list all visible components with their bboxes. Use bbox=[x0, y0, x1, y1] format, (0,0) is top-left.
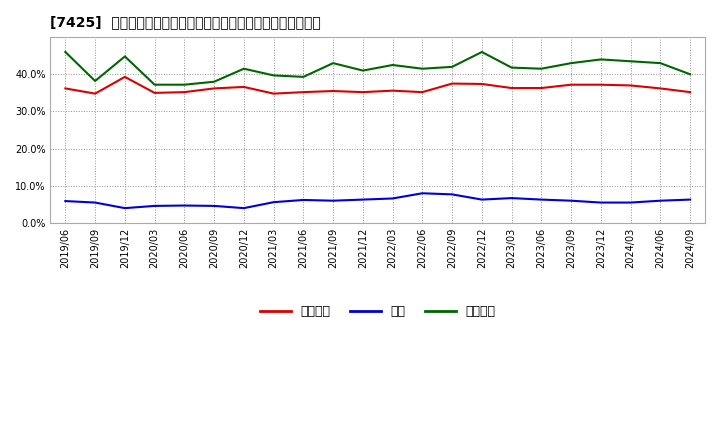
買入債務 bbox=[567, 60, 575, 66]
在庫 bbox=[626, 200, 635, 205]
売上債権 bbox=[597, 82, 606, 88]
買入債務 bbox=[61, 49, 70, 55]
Line: 買入債務: 買入債務 bbox=[66, 52, 690, 85]
買入債務 bbox=[626, 59, 635, 64]
買入債務 bbox=[388, 62, 397, 68]
買入債務 bbox=[210, 79, 218, 84]
在庫 bbox=[537, 197, 546, 202]
在庫 bbox=[686, 197, 695, 202]
買入債務 bbox=[448, 64, 456, 70]
買入債務 bbox=[240, 66, 248, 71]
売上債権 bbox=[329, 88, 338, 94]
売上債権 bbox=[626, 83, 635, 88]
売上債権 bbox=[91, 91, 99, 96]
売上債権 bbox=[210, 86, 218, 91]
売上債権 bbox=[180, 89, 189, 95]
売上債権 bbox=[656, 86, 665, 91]
売上債権 bbox=[567, 82, 575, 88]
売上債権 bbox=[448, 81, 456, 86]
在庫 bbox=[210, 203, 218, 209]
買入債務 bbox=[299, 74, 307, 80]
売上債権 bbox=[150, 90, 159, 95]
在庫 bbox=[91, 200, 99, 205]
買入債務 bbox=[418, 66, 427, 71]
売上債権 bbox=[120, 74, 129, 80]
在庫 bbox=[477, 197, 486, 202]
売上債権 bbox=[359, 89, 367, 95]
売上債権 bbox=[508, 85, 516, 91]
在庫 bbox=[597, 200, 606, 205]
在庫 bbox=[508, 195, 516, 201]
買入債務 bbox=[120, 54, 129, 59]
売上債権 bbox=[686, 89, 695, 95]
在庫 bbox=[388, 196, 397, 201]
売上債権 bbox=[299, 89, 307, 95]
売上債権 bbox=[537, 85, 546, 91]
買入債務 bbox=[329, 60, 338, 66]
Legend: 売上債権, 在庫, 買入債務: 売上債権, 在庫, 買入債務 bbox=[255, 300, 501, 323]
売上債権 bbox=[240, 84, 248, 90]
Text: [7425]  売上債権、在庫、買入債務の総資産に対する比率の推移: [7425] 売上債権、在庫、買入債務の総資産に対する比率の推移 bbox=[50, 15, 321, 29]
買入債務 bbox=[597, 57, 606, 62]
在庫 bbox=[359, 197, 367, 202]
在庫 bbox=[240, 205, 248, 211]
在庫 bbox=[656, 198, 665, 203]
Line: 在庫: 在庫 bbox=[66, 193, 690, 208]
買入債務 bbox=[150, 82, 159, 88]
在庫 bbox=[269, 200, 278, 205]
在庫 bbox=[329, 198, 338, 203]
売上債権 bbox=[269, 91, 278, 96]
買入債務 bbox=[91, 78, 99, 84]
買入債務 bbox=[359, 68, 367, 73]
在庫 bbox=[299, 197, 307, 202]
在庫 bbox=[567, 198, 575, 203]
買入債務 bbox=[686, 72, 695, 77]
在庫 bbox=[150, 203, 159, 209]
売上債権 bbox=[61, 86, 70, 91]
在庫 bbox=[120, 205, 129, 211]
売上債権 bbox=[388, 88, 397, 93]
売上債権 bbox=[418, 89, 427, 95]
買入債務 bbox=[537, 66, 546, 71]
在庫 bbox=[418, 191, 427, 196]
在庫 bbox=[448, 192, 456, 197]
買入債務 bbox=[477, 49, 486, 55]
在庫 bbox=[180, 203, 189, 208]
買入債務 bbox=[508, 65, 516, 70]
Line: 売上債権: 売上債権 bbox=[66, 77, 690, 94]
在庫 bbox=[61, 198, 70, 204]
買入債務 bbox=[269, 73, 278, 78]
買入債務 bbox=[656, 60, 665, 66]
買入債務 bbox=[180, 82, 189, 88]
売上債権 bbox=[477, 81, 486, 87]
